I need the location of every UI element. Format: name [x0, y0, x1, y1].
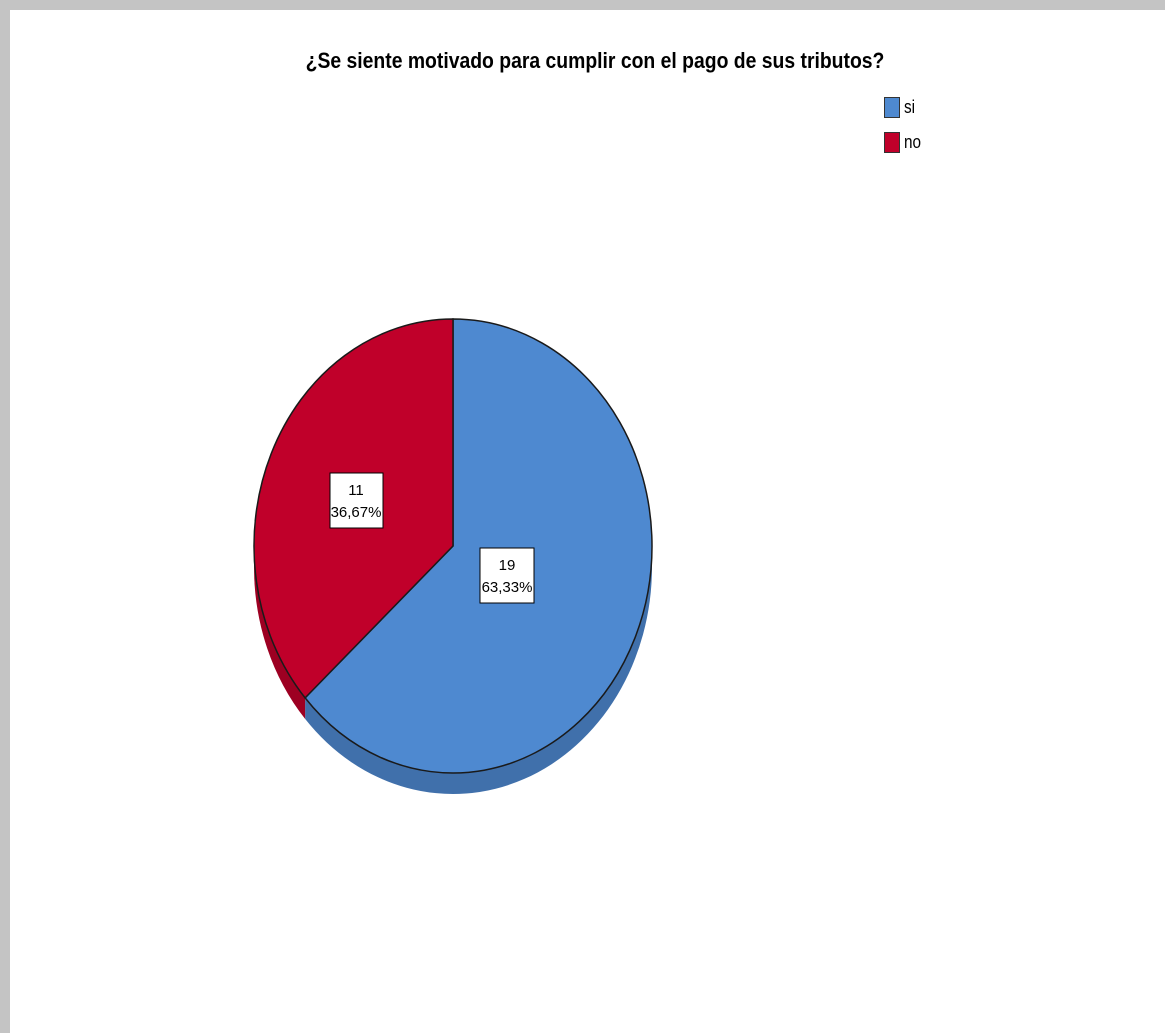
pie-slice-si	[304, 318, 653, 774]
legend-label-no: no	[904, 131, 922, 152]
chart-title: ¿Se siente motivado para cumplir con el …	[305, 48, 885, 73]
slice-label-no-percent: 36,67%	[331, 504, 382, 521]
slice-label-si-count: 19	[499, 557, 516, 574]
legend-swatch-no	[884, 131, 900, 153]
chart-legend: si no	[884, 96, 924, 166]
legend-item-no: no	[884, 131, 924, 153]
slice-label-no: 11 36,67%	[329, 472, 384, 529]
pie-slices	[253, 318, 653, 774]
slice-label-si: 19 63,33%	[479, 547, 535, 604]
legend-item-si: si	[884, 96, 924, 118]
slice-side-no	[254, 546, 306, 719]
slice-label-si-percent: 63,33%	[482, 579, 533, 596]
slice-label-no-count: 11	[348, 482, 364, 499]
legend-swatch-si	[884, 96, 900, 118]
legend-label-si: si	[904, 96, 916, 117]
pie-depth	[254, 546, 652, 794]
